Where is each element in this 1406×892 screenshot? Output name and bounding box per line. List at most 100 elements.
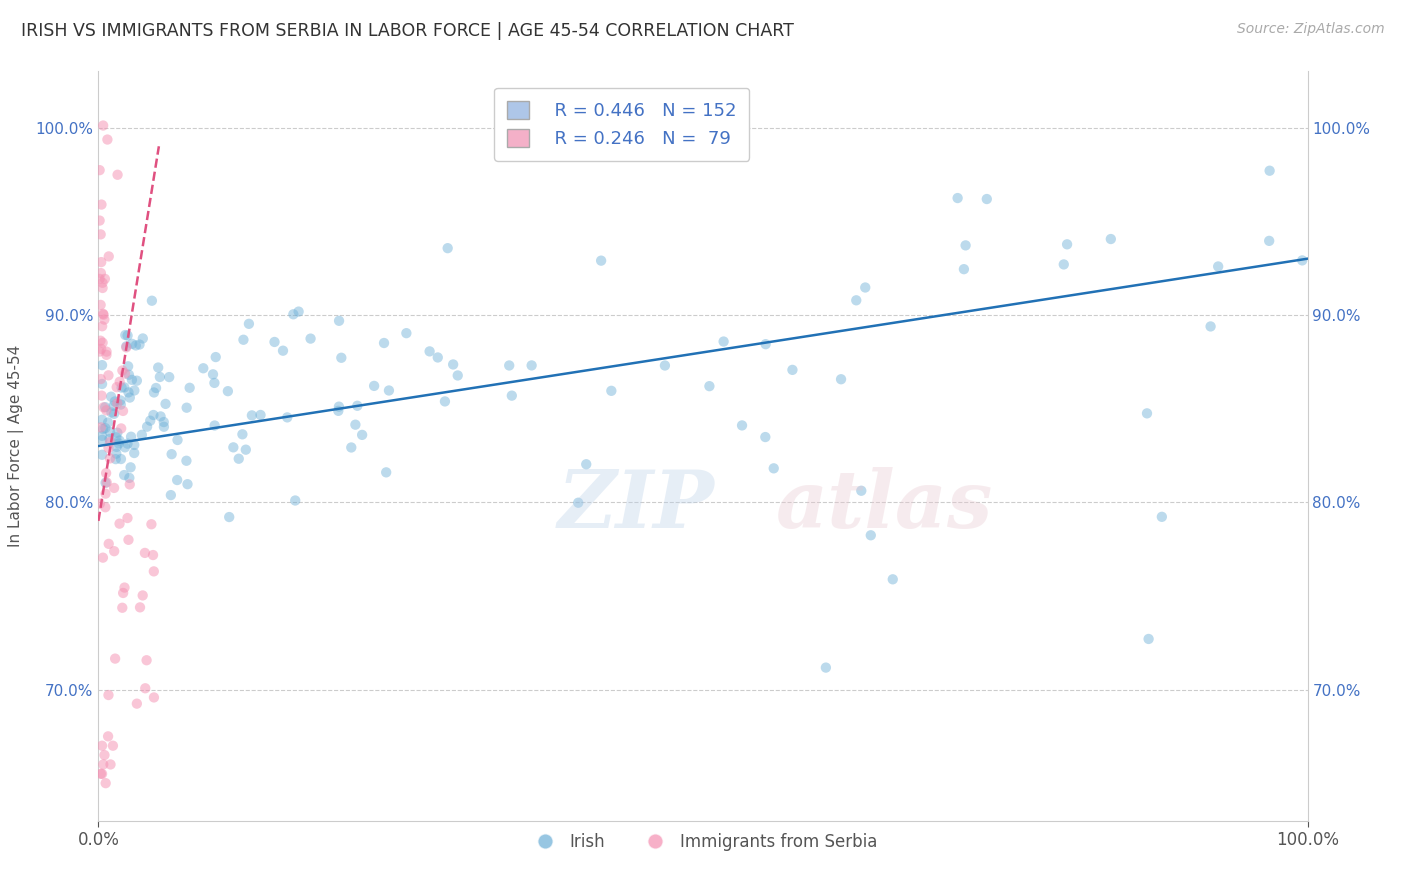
Point [93,308,115,322]
Point [93,401,115,415]
Point [228,451,250,466]
Point [953,262,976,277]
Point [830,372,852,386]
Point [204,376,226,390]
Point [179,381,201,395]
Point [160,447,183,461]
Point [328,314,350,328]
Point [93,748,115,763]
Point [89,334,111,348]
Point [110,452,132,467]
Point [97,730,120,744]
Point [344,417,367,432]
Point [340,441,363,455]
Point [91,429,114,443]
Point [134,681,156,696]
Point [853,280,876,294]
Point [91,757,114,772]
Point [441,358,464,372]
Point [105,430,128,444]
Point [176,477,198,491]
Point [222,441,245,455]
Point [124,384,146,398]
Point [91,739,114,753]
Point [91,358,114,372]
Point [103,407,125,421]
Point [94,272,117,286]
Point [121,336,143,351]
Point [125,338,148,352]
Point [204,350,226,364]
Point [851,483,873,498]
Text: IRISH VS IMMIGRANTS FROM SERBIA IN LABOR FORCE | AGE 45-54 CORRELATION CHART: IRISH VS IMMIGRANTS FROM SERBIA IN LABOR… [21,22,794,40]
Point [153,419,176,434]
Point [232,333,254,347]
Point [90,266,112,280]
Point [299,332,322,346]
Y-axis label: In Labor Force | Age 45-54: In Labor Force | Age 45-54 [8,345,24,547]
Point [97,688,120,702]
Point [346,399,368,413]
Point [110,421,132,435]
Point [125,374,148,388]
Point [94,466,117,480]
Point [105,447,128,461]
Point [91,281,114,295]
Point [108,375,131,389]
Point [419,344,441,359]
Point [115,339,138,353]
Point [107,436,129,450]
Point [1137,632,1160,646]
Point [149,370,172,384]
Point [363,379,385,393]
Point [567,496,589,510]
Point [103,399,125,413]
Point [91,413,114,427]
Point [378,384,401,398]
Point [117,359,139,374]
Point [108,516,131,531]
Point [128,337,150,351]
Point [231,427,253,442]
Point [91,119,114,133]
Point [91,376,114,391]
Point [1258,234,1281,248]
Point [882,572,904,586]
Point [118,368,141,382]
Point [91,433,114,447]
Point [94,486,117,500]
Point [136,419,159,434]
Point [373,336,395,351]
Point [946,191,969,205]
Point [501,389,523,403]
Point [118,471,141,485]
Point [284,493,307,508]
Point [142,408,165,422]
Point [762,461,785,475]
Point [100,757,122,772]
Point [328,400,350,414]
Point [142,690,165,705]
Point [176,454,198,468]
Point [135,653,157,667]
Point [754,430,776,444]
Point [141,517,163,532]
Point [89,497,111,511]
Point [155,397,177,411]
Point [131,589,153,603]
Point [114,441,136,455]
Text: ZIP: ZIP [558,467,714,545]
Point [90,197,112,211]
Point [98,425,121,439]
Point [263,334,285,349]
Text: atlas: atlas [776,467,993,545]
Point [134,546,156,560]
Point [91,422,114,436]
Point [782,363,804,377]
Point [101,739,124,753]
Point [96,132,118,146]
Point [1150,509,1173,524]
Point [97,416,120,430]
Point [98,432,121,446]
Point [98,434,121,449]
